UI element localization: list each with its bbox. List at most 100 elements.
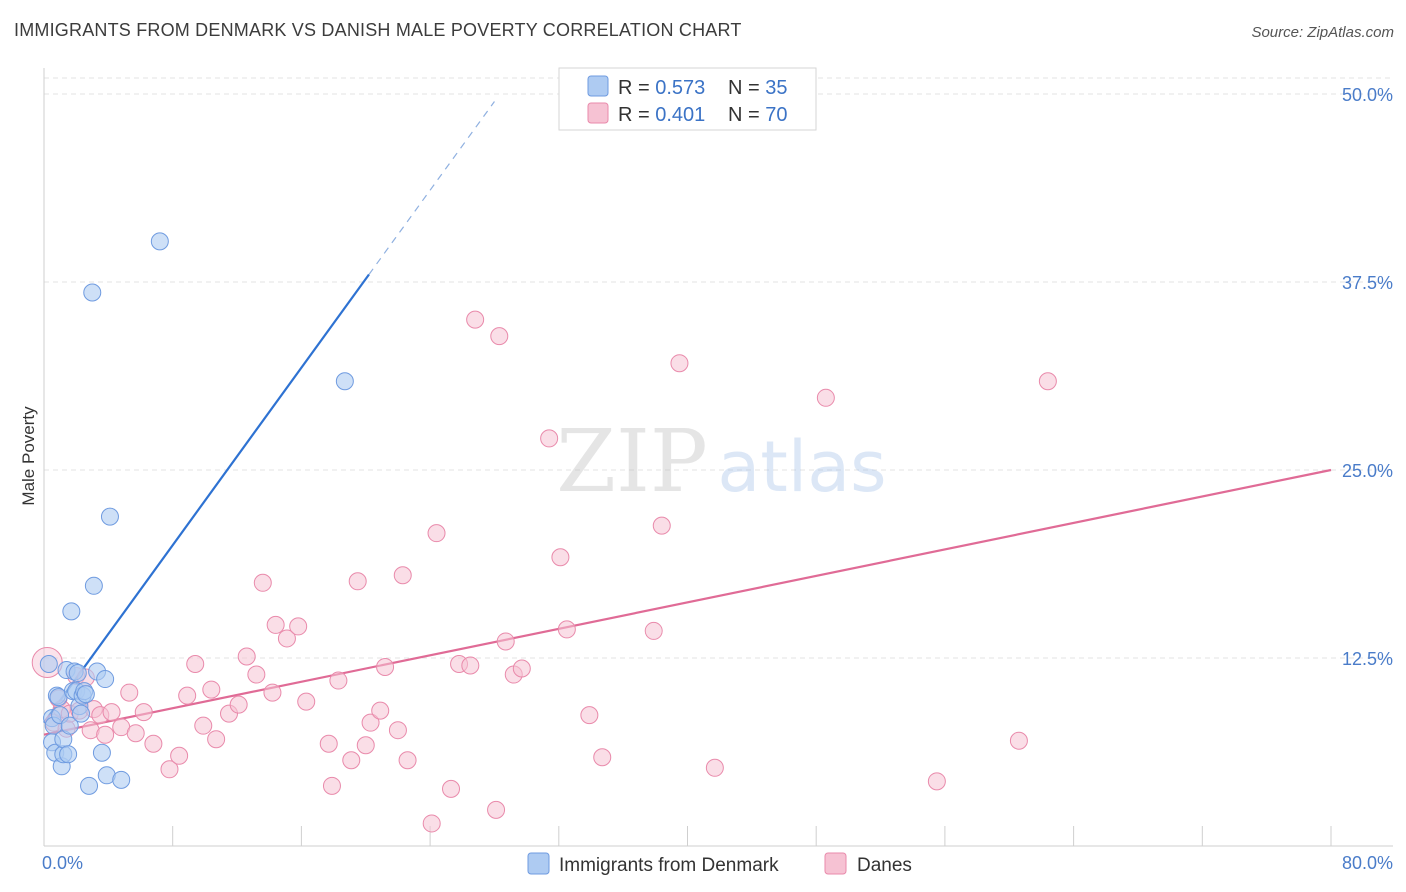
correlation-legend: R = 0.573 N = 35 R = 0.401 N = 70 — [558, 67, 817, 131]
danes-point — [361, 713, 380, 732]
y-tick-label-1: 25.0% — [1342, 461, 1393, 481]
legend-swatch-pink — [587, 102, 609, 124]
denmark-point — [150, 232, 169, 251]
danes-point — [319, 734, 338, 753]
danes-point — [247, 665, 266, 684]
legend-n-label-pink: N = — [728, 104, 765, 126]
danes-point — [705, 758, 724, 777]
danes-points — [31, 310, 1057, 833]
denmark-point — [96, 670, 115, 689]
danes-point — [102, 703, 121, 722]
denmark-points — [39, 232, 354, 795]
danes-point — [126, 724, 145, 743]
danes-point — [120, 683, 139, 702]
denmark-point — [112, 770, 131, 789]
svg-text:R = 0.401: R = 0.401 — [618, 104, 705, 126]
denmark-point — [76, 685, 95, 704]
denmark-point — [39, 655, 58, 674]
danes-point — [461, 656, 480, 675]
danes-point — [1038, 372, 1057, 391]
danes-point — [670, 354, 689, 373]
danes-point — [297, 692, 316, 711]
danes-point — [466, 310, 485, 329]
legend-r-value-blue: 0.573 — [655, 77, 705, 99]
watermark-zip: ZIP — [556, 412, 708, 512]
danes-point — [393, 566, 412, 585]
danes-point — [134, 703, 153, 722]
series-legend: Immigrants from Denmark Danes — [527, 852, 912, 876]
watermark: ZIP atlas — [556, 412, 886, 512]
danes-point — [289, 617, 308, 636]
danes-point — [398, 751, 417, 770]
y-tick-label-2: 37.5% — [1342, 273, 1393, 293]
bottom-legend-label-blue: Immigrants from Denmark — [559, 855, 779, 876]
danes-point — [512, 659, 531, 678]
danes-point — [263, 683, 282, 702]
x-tick-label-max: 80.0% — [1342, 853, 1393, 873]
danes-point — [207, 730, 226, 749]
legend-n-value-pink: 70 — [765, 104, 787, 126]
y-tick-label-0: 12.5% — [1342, 649, 1393, 669]
danes-point — [186, 655, 205, 674]
danes-point — [144, 734, 163, 753]
denmark-point — [92, 743, 111, 762]
danes-point — [194, 716, 213, 735]
denmark-point — [100, 507, 119, 526]
denmark-point — [84, 576, 103, 595]
denmark-point — [72, 704, 91, 723]
danes-point — [96, 725, 115, 744]
y-tick-label-3: 50.0% — [1342, 85, 1393, 105]
grid — [44, 77, 1393, 659]
danes-point — [322, 776, 341, 795]
danes-point — [388, 721, 407, 740]
danes-point — [277, 629, 296, 648]
source-label: Source: ZipAtlas.com — [1251, 24, 1394, 41]
danes-point — [490, 327, 509, 346]
danes-point — [371, 701, 390, 720]
denmark-point — [335, 372, 354, 391]
bottom-legend-swatch-pink — [824, 852, 847, 875]
bottom-legend-label-pink: Danes — [857, 855, 912, 876]
denmark-point — [62, 602, 81, 621]
svg-text:N = 70: N = 70 — [728, 104, 788, 126]
danes-point — [329, 671, 348, 690]
y-tick-labels: 12.5% 25.0% 37.5% 50.0% — [1342, 85, 1393, 669]
danes-point — [170, 746, 189, 765]
danes-point — [816, 388, 835, 407]
danes-point — [342, 751, 361, 770]
danes-point — [652, 516, 671, 535]
denmark-trend-extension — [368, 101, 495, 275]
danes-point — [540, 429, 559, 448]
danes-point — [202, 680, 221, 699]
danes-point — [551, 548, 570, 567]
danes-point — [229, 695, 248, 714]
denmark-point — [80, 776, 99, 795]
legend-n-value-blue: 35 — [765, 77, 787, 99]
danes-point — [580, 706, 599, 725]
danes-trend-line — [43, 468, 1332, 736]
denmark-point — [83, 283, 102, 302]
danes-point — [427, 524, 446, 543]
danes-point — [376, 658, 395, 677]
danes-point — [487, 800, 506, 819]
trend-lines — [43, 101, 1332, 736]
x-tick-label-min: 0.0% — [42, 853, 83, 873]
denmark-trend-line — [43, 273, 370, 724]
danes-point — [496, 632, 515, 651]
danes-point — [593, 748, 612, 767]
bottom-legend-swatch-blue — [527, 852, 550, 875]
legend-r-value-pink: 0.401 — [655, 104, 705, 126]
legend-r-label-pink: R = — [618, 104, 655, 126]
danes-point — [348, 572, 367, 591]
svg-text:N = 35: N = 35 — [728, 77, 788, 99]
danes-point — [422, 814, 441, 833]
danes-point — [178, 686, 197, 705]
denmark-point — [59, 745, 78, 764]
svg-text:R = 0.573: R = 0.573 — [618, 77, 705, 99]
danes-point — [1009, 731, 1028, 750]
legend-n-label-blue: N = — [728, 77, 765, 99]
danes-point — [442, 779, 461, 798]
chart-title: IMMIGRANTS FROM DENMARK VS DANISH MALE P… — [14, 20, 742, 40]
denmark-point — [68, 664, 87, 683]
